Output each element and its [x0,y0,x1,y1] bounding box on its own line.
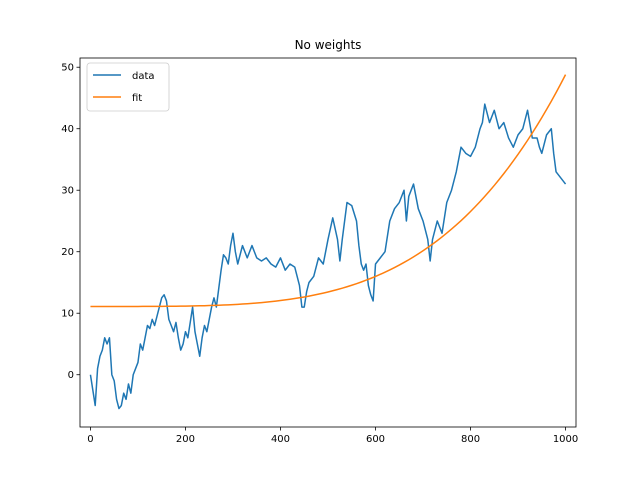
x-tick-label: 600 [366,434,385,445]
series-fit-line [90,74,567,308]
series-data-line [89,103,567,410]
x-tick-label: 0 [87,434,93,445]
x-tick-label: 200 [176,434,195,445]
legend-box [86,62,170,112]
y-tick-label: 10 [61,309,74,320]
x-tick-label: 400 [271,434,290,445]
x-tick-label: 1000 [553,434,578,445]
legend-label-data: data [132,71,155,82]
axes-frame [79,57,577,428]
y-tick-label: 20 [61,247,74,258]
x-tick-label: 800 [461,434,480,445]
y-tick-label: 50 [61,63,74,74]
y-tick-label: 40 [61,124,74,135]
plot-area: 0 200 400 600 800 1000 0 10 20 30 40 50 data fit [61,57,578,445]
y-tick-label: 30 [61,186,74,197]
chart-title: No weights [295,38,362,52]
legend-label-fit: fit [132,93,142,104]
y-tick-label: 0 [68,370,74,381]
